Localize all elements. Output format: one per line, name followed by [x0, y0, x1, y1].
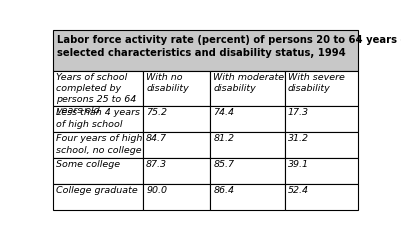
Text: 86.4: 86.4 [213, 186, 234, 195]
Bar [53, 132, 143, 158]
Text: Less than 4 years
of high school: Less than 4 years of high school [56, 109, 140, 129]
Bar [285, 106, 358, 132]
Bar [210, 132, 285, 158]
Bar [285, 132, 358, 158]
Text: Four years of high
school, no college: Four years of high school, no college [56, 134, 143, 154]
Text: 39.1: 39.1 [288, 160, 309, 169]
Bar [210, 71, 285, 106]
Bar [143, 71, 210, 106]
Text: 52.4: 52.4 [288, 186, 309, 195]
Text: Labor force activity rate (percent) of persons 20 to 64 years old by
selected ch: Labor force activity rate (percent) of p… [57, 35, 401, 58]
Bar [143, 132, 210, 158]
Text: 87.3: 87.3 [146, 160, 167, 169]
Bar [143, 158, 210, 184]
Bar [285, 71, 358, 106]
Text: With moderate
disability: With moderate disability [213, 73, 284, 93]
Bar [210, 106, 285, 132]
Bar [285, 184, 358, 210]
Text: With no
disability: With no disability [146, 73, 189, 93]
Text: College graduate: College graduate [56, 186, 138, 195]
Bar [210, 184, 285, 210]
Bar [53, 30, 358, 71]
Bar [53, 184, 143, 210]
Bar [285, 158, 358, 184]
Text: 75.2: 75.2 [146, 109, 167, 118]
Bar [53, 71, 143, 106]
Text: 84.7: 84.7 [146, 134, 167, 144]
Text: 90.0: 90.0 [146, 186, 167, 195]
Bar [53, 106, 143, 132]
Bar [53, 158, 143, 184]
Text: With severe
disability: With severe disability [288, 73, 345, 93]
Text: Years of school
completed by
persons 25 to 64
years old: Years of school completed by persons 25 … [56, 73, 137, 115]
Bar [143, 106, 210, 132]
Bar [210, 158, 285, 184]
Text: 85.7: 85.7 [213, 160, 234, 169]
Text: 74.4: 74.4 [213, 109, 234, 118]
Text: 81.2: 81.2 [213, 134, 234, 144]
Text: 17.3: 17.3 [288, 109, 309, 118]
Text: 31.2: 31.2 [288, 134, 309, 144]
Text: Some college: Some college [56, 160, 120, 169]
Bar [143, 184, 210, 210]
